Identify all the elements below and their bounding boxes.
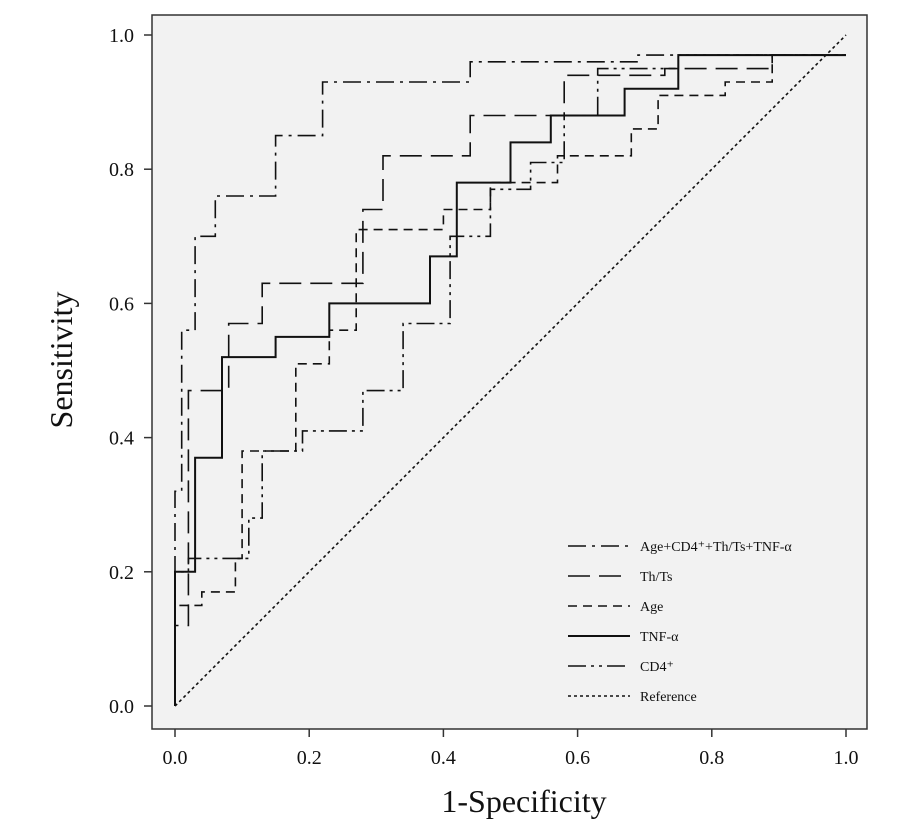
y-tick-label: 1.0	[109, 25, 134, 47]
series-line-1	[174, 54, 846, 706]
series-line-2	[174, 54, 846, 706]
x-tick-label: 0.4	[431, 747, 456, 769]
plot-area	[151, 14, 868, 730]
legend-label-1: Th/Ts	[640, 570, 672, 585]
series-layer	[174, 34, 847, 707]
legend: Age+CD4⁺+Th/Ts+TNF-α Th/Ts Age TNF-α CD4⁺ Ref…	[568, 540, 792, 705]
series-line-0	[174, 54, 846, 706]
y-tick-label: 0.4	[109, 428, 134, 450]
y-tick-label: 0.0	[109, 696, 134, 718]
legend-label-2: Age	[640, 600, 663, 615]
series-line-5	[174, 34, 847, 707]
legend-label-0: Age+CD4⁺+Th/Ts+TNF-α	[640, 540, 792, 555]
y-axis-title: Sensitivity	[43, 292, 79, 429]
x-tick-label: 0.6	[565, 747, 590, 769]
x-tick-label: 0.8	[699, 747, 724, 769]
legend-label-3: TNF-α	[640, 630, 679, 645]
series-line-3	[174, 54, 846, 706]
legend-label-5: Reference	[640, 690, 697, 705]
legend-label-4: CD4⁺	[640, 660, 674, 675]
x-tick-label: 1.0	[834, 747, 859, 769]
axis-ticks: 0.0 0.2 0.4 0.6 0.8 1.0 0.0 0.2 0.4 0.6 0.8 1.0	[109, 25, 859, 769]
y-tick-label: 0.6	[109, 293, 134, 315]
x-axis-title: 1-Specificity	[441, 783, 606, 819]
y-tick-label: 0.8	[109, 159, 134, 181]
series-line-4	[174, 54, 846, 706]
y-tick-label: 0.2	[109, 562, 134, 584]
x-tick-label: 0.0	[163, 747, 188, 769]
x-tick-label: 0.2	[297, 747, 322, 769]
